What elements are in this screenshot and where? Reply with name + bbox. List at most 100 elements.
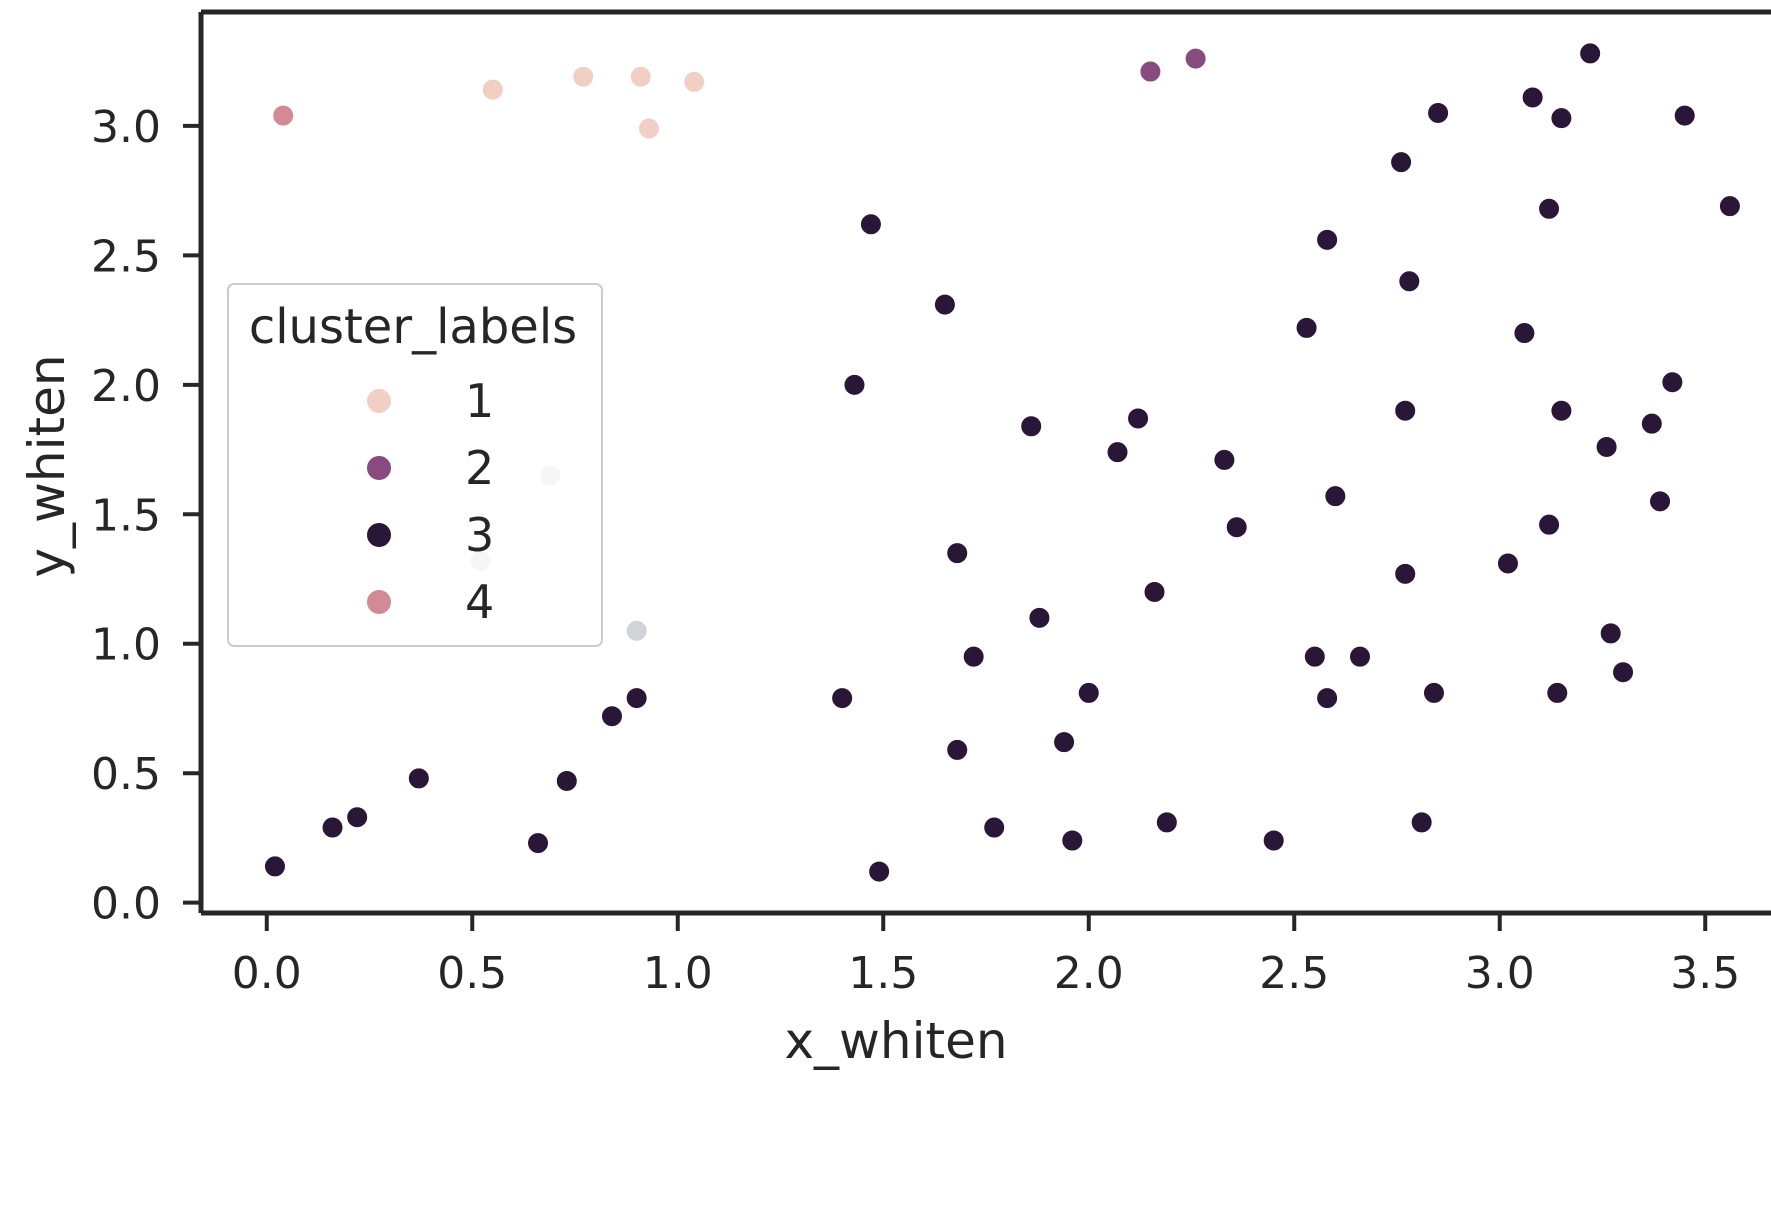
scatter-point bbox=[1660, 370, 1685, 395]
scatter-point bbox=[1717, 194, 1742, 219]
y-ticks: 0.0 0.5 1.0 1.5 2.0 2.5 3.0 bbox=[91, 102, 201, 930]
series-3 bbox=[262, 41, 1742, 884]
scatter-point bbox=[945, 737, 970, 762]
scatter-point bbox=[271, 103, 296, 128]
x-tick-label: 1.5 bbox=[848, 948, 918, 999]
scatter-point bbox=[1389, 150, 1414, 175]
scatter-point bbox=[1393, 561, 1418, 586]
legend-marker bbox=[365, 521, 393, 549]
scatter-point bbox=[526, 831, 551, 856]
scatter-point bbox=[1397, 269, 1422, 294]
scatter-point bbox=[554, 768, 579, 793]
scatter-point bbox=[867, 859, 892, 884]
scatter-point bbox=[1212, 447, 1237, 472]
scatter-point bbox=[1672, 103, 1697, 128]
y-tick-label: 2.5 bbox=[91, 231, 161, 282]
scatter-point bbox=[1323, 484, 1348, 509]
scatter-point bbox=[1549, 106, 1574, 131]
scatter-point bbox=[945, 541, 970, 566]
scatter-point bbox=[682, 69, 707, 94]
scatter-point bbox=[480, 77, 505, 102]
scatter-point bbox=[1076, 680, 1101, 705]
x-tick-label: 0.0 bbox=[232, 948, 302, 999]
scatter-point bbox=[262, 854, 287, 879]
y-axis-title: y_whiten bbox=[18, 354, 76, 577]
scatter-point bbox=[1348, 644, 1373, 669]
scatter-point bbox=[961, 644, 986, 669]
y-tick-label: 0.5 bbox=[91, 749, 161, 800]
scatter-point bbox=[1512, 321, 1537, 346]
scatter-point bbox=[1027, 605, 1052, 630]
series-1 bbox=[480, 64, 707, 141]
scatter-point bbox=[599, 704, 624, 729]
scatter-point bbox=[1052, 730, 1077, 755]
series-4 bbox=[271, 103, 296, 128]
legend-title: cluster_labels bbox=[249, 299, 577, 355]
x-axis-title: x_whiten bbox=[784, 1012, 1007, 1070]
scatter-point bbox=[1639, 411, 1664, 436]
scatter-point bbox=[1611, 660, 1636, 685]
scatter-point bbox=[1393, 398, 1418, 423]
scatter-point bbox=[1648, 489, 1673, 514]
scatter-point bbox=[624, 686, 649, 711]
scatter-point bbox=[1261, 828, 1286, 853]
legend-label: 3 bbox=[465, 508, 494, 562]
scatter-point bbox=[1183, 46, 1208, 71]
x-tick-label: 2.5 bbox=[1259, 948, 1329, 999]
x-tick-label: 3.5 bbox=[1670, 948, 1740, 999]
scatter-point bbox=[1224, 515, 1249, 540]
scatter-point bbox=[1578, 41, 1603, 66]
scatter-point bbox=[1142, 579, 1167, 604]
scatter-point bbox=[1545, 680, 1570, 705]
scatter-point bbox=[571, 64, 596, 89]
legend-box bbox=[227, 283, 603, 647]
scatter-point bbox=[1019, 414, 1044, 439]
x-tick-label: 2.0 bbox=[1054, 948, 1124, 999]
scatter-point bbox=[1426, 100, 1451, 125]
y-tick-label: 1.0 bbox=[91, 620, 161, 671]
legend-entries: 1 2 3 4 bbox=[365, 374, 494, 629]
x-tick-label: 1.0 bbox=[643, 948, 713, 999]
scatter-point bbox=[1126, 406, 1151, 431]
scatter-point bbox=[345, 805, 370, 830]
legend-marker bbox=[365, 588, 393, 616]
scatter-point bbox=[1105, 440, 1130, 465]
scatter-point bbox=[1315, 686, 1340, 711]
legend-marker bbox=[365, 454, 393, 482]
scatter-point bbox=[1495, 551, 1520, 576]
scatter-point bbox=[624, 618, 649, 643]
y-tick-label: 1.5 bbox=[91, 490, 161, 541]
y-tick-label: 3.0 bbox=[91, 102, 161, 153]
x-ticks: 0.0 0.5 1.0 1.5 2.0 2.5 3.0 3.5 bbox=[232, 913, 1740, 999]
legend: cluster_labels 1 2 3 4 bbox=[227, 283, 603, 647]
scatter-point bbox=[932, 292, 957, 317]
series-2 bbox=[1138, 46, 1208, 84]
scatter-point bbox=[1549, 398, 1574, 423]
scatter-point bbox=[1060, 828, 1085, 853]
scatter-point bbox=[1520, 85, 1545, 110]
scatter-point bbox=[1421, 680, 1446, 705]
scatter-point bbox=[1537, 512, 1562, 537]
scatter-point bbox=[1294, 315, 1319, 340]
y-tick-label: 2.0 bbox=[91, 361, 161, 412]
scatter-point bbox=[1154, 810, 1179, 835]
legend-label: 4 bbox=[465, 575, 494, 629]
scatter-point bbox=[842, 372, 867, 397]
scatter-point bbox=[1409, 810, 1434, 835]
legend-label: 1 bbox=[465, 374, 494, 428]
scatter-point bbox=[858, 212, 883, 237]
scatter-point bbox=[830, 686, 855, 711]
x-tick-label: 3.0 bbox=[1465, 948, 1535, 999]
scatter-point bbox=[982, 815, 1007, 840]
scatter-point bbox=[1594, 434, 1619, 459]
scatter-point bbox=[1537, 196, 1562, 221]
legend-label: 2 bbox=[465, 441, 494, 495]
scatter-point bbox=[1598, 621, 1623, 646]
y-tick-label: 0.0 bbox=[91, 879, 161, 930]
scatter-point bbox=[636, 116, 661, 141]
scatter-point bbox=[1315, 227, 1340, 252]
scatter-point bbox=[1138, 59, 1163, 84]
legend-marker bbox=[365, 387, 393, 415]
